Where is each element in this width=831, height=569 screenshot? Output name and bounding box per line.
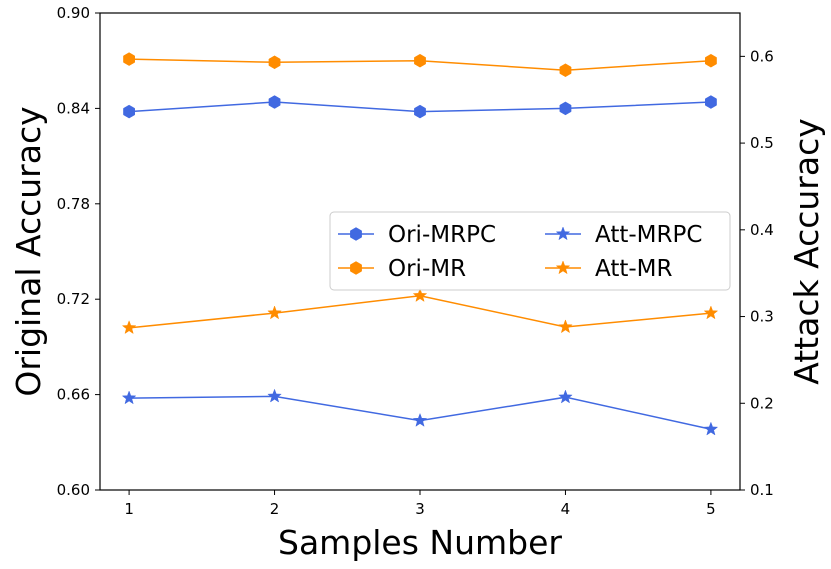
x-tick-label: 4: [561, 500, 571, 518]
right-y-tick-label: 0.4: [750, 221, 774, 239]
data-point-att-mrpc: [121, 390, 137, 405]
data-point-ori-mr: [559, 63, 572, 78]
left-y-tick-label: 0.90: [57, 4, 90, 22]
data-point-att-mr: [558, 319, 573, 334]
legend-box: [329, 211, 731, 291]
data-point-ori-mr: [414, 53, 426, 68]
data-point-ori-mrpc: [268, 95, 281, 109]
legend-marker-att-mr: [555, 260, 571, 275]
left-y-tick-label: 0.78: [57, 195, 90, 213]
left-y-tick-label: 0.84: [57, 99, 90, 117]
series-line-att-mr: [129, 294, 711, 329]
legend-label-ori-mrpc: Ori-MRPC: [388, 222, 496, 248]
series-line-att-mrpc: [129, 395, 712, 431]
data-point-ori-mrpc: [414, 104, 426, 119]
left-y-tick-label: 0.60: [57, 481, 90, 499]
data-point-ori-mrpc: [123, 104, 135, 119]
axes-layer: 1 2 3 4 5 0.60 0.66 0.72 0.78 0.84 0.90 0.1 0.2 0.3 0.…: [57, 4, 774, 518]
legend-marker-ori-mrpc: [350, 227, 362, 241]
data-point-att-mr: [267, 305, 282, 320]
right-y-tick-label: 0.6: [750, 47, 774, 65]
left-y-tick-label: 0.66: [57, 386, 90, 404]
x-axis-title: Samples Number: [278, 523, 562, 562]
data-point-att-mrpc: [267, 388, 282, 403]
legend-marker-att-mrpc: [555, 226, 571, 241]
data-point-att-mrpc: [558, 389, 573, 404]
right-y-tick-label: 0.2: [750, 394, 774, 412]
series-layer: [121, 52, 719, 436]
left-y-tick-label: 0.72: [57, 290, 90, 308]
data-point-att-mrpc: [412, 412, 428, 427]
data-point-ori-mr: [705, 53, 717, 68]
x-tick-label: 5: [706, 500, 716, 518]
right-y-tick-label: 0.3: [750, 308, 774, 326]
data-point-att-mr: [121, 320, 137, 335]
right-y-tick-label: 0.5: [750, 134, 774, 152]
legend-marker-ori-mr: [350, 261, 362, 275]
right-y-tick-label: 0.1: [750, 481, 774, 499]
legend-label-ori-mr: Ori-MR: [388, 256, 466, 282]
x-tick-label: 3: [415, 500, 425, 518]
right-y-axis-title: Attack Accuracy: [787, 118, 826, 385]
data-point-ori-mr: [268, 55, 281, 70]
legend: Ori-MRPC Att-MRPC Ori-MR Att-MR: [329, 211, 731, 291]
x-tick-label: 1: [124, 500, 134, 518]
data-point-ori-mr: [123, 52, 135, 66]
x-tick-label: 2: [270, 500, 280, 518]
data-point-att-mr: [703, 305, 719, 320]
legend-label-att-mr: Att-MR: [595, 256, 673, 282]
left-y-axis-title: Original Accuracy: [9, 106, 48, 396]
legend-label-att-mrpc: Att-MRPC: [595, 222, 702, 248]
data-point-att-mrpc: [703, 421, 719, 436]
data-point-ori-mrpc: [705, 95, 717, 109]
data-point-ori-mrpc: [559, 101, 572, 116]
data-point-att-mr: [412, 288, 428, 302]
